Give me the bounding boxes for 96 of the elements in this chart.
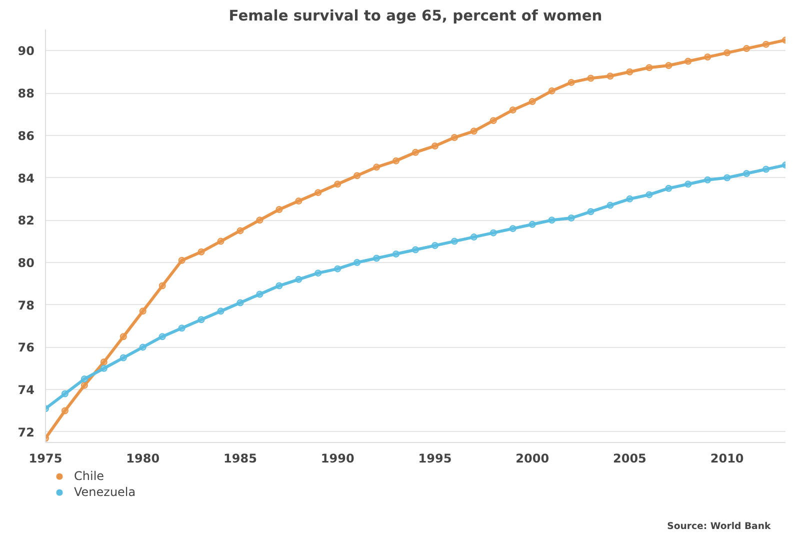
point bbox=[314, 270, 322, 277]
point bbox=[178, 256, 186, 264]
point bbox=[470, 128, 478, 135]
legend-label: Chile bbox=[74, 469, 104, 483]
point bbox=[450, 134, 458, 142]
point bbox=[528, 220, 536, 228]
point bbox=[334, 265, 342, 272]
x-tick-label: 1990 bbox=[320, 452, 354, 466]
y-tick-label: 84 bbox=[18, 171, 35, 186]
point bbox=[665, 184, 672, 192]
y-tick-label: 74 bbox=[18, 383, 35, 398]
x-tick-label: 2000 bbox=[516, 452, 550, 466]
point bbox=[61, 407, 68, 414]
point bbox=[646, 191, 653, 198]
point bbox=[198, 248, 205, 256]
point bbox=[568, 78, 575, 86]
point bbox=[490, 117, 497, 124]
x-tick-label: 1980 bbox=[126, 452, 160, 466]
x-tick-label: 2010 bbox=[710, 452, 744, 466]
point bbox=[276, 282, 283, 290]
chart-title: Female survival to age 65, percent of women bbox=[228, 8, 602, 24]
point bbox=[743, 45, 750, 52]
x-tick-label: 1995 bbox=[418, 452, 452, 466]
point bbox=[139, 344, 146, 351]
point bbox=[373, 164, 380, 171]
point bbox=[295, 276, 302, 283]
point bbox=[587, 208, 594, 216]
point bbox=[606, 202, 614, 209]
point bbox=[509, 225, 516, 232]
point bbox=[80, 375, 88, 382]
point bbox=[100, 364, 108, 372]
point bbox=[354, 258, 361, 266]
y-tick-label: 72 bbox=[18, 425, 35, 440]
point bbox=[587, 74, 594, 82]
point bbox=[354, 172, 361, 180]
point bbox=[509, 106, 516, 114]
y-tick-label: 82 bbox=[18, 214, 35, 228]
point bbox=[548, 87, 556, 94]
point bbox=[684, 180, 692, 188]
point bbox=[236, 227, 244, 234]
point bbox=[80, 382, 88, 389]
point bbox=[548, 216, 556, 224]
point bbox=[568, 214, 575, 222]
point bbox=[120, 354, 127, 362]
y-tick-label: 76 bbox=[18, 340, 35, 355]
point bbox=[295, 198, 302, 205]
point bbox=[450, 238, 458, 245]
point bbox=[665, 62, 672, 69]
point bbox=[217, 238, 224, 245]
point bbox=[762, 40, 770, 48]
point bbox=[276, 206, 283, 214]
point bbox=[61, 390, 68, 398]
point bbox=[606, 72, 614, 80]
point bbox=[158, 282, 166, 290]
point bbox=[470, 234, 478, 241]
y-tick-label: 78 bbox=[18, 298, 35, 312]
point bbox=[431, 242, 438, 250]
y-tick-label: 86 bbox=[18, 128, 35, 143]
point bbox=[392, 250, 400, 258]
x-tick-label: 1975 bbox=[28, 452, 62, 466]
source-note: Source: World Bank bbox=[667, 521, 772, 532]
point bbox=[256, 290, 264, 298]
point bbox=[724, 174, 731, 182]
point bbox=[684, 58, 692, 65]
point bbox=[120, 333, 127, 340]
point bbox=[373, 254, 380, 262]
point bbox=[412, 148, 419, 156]
point bbox=[412, 246, 419, 254]
point bbox=[490, 229, 497, 236]
y-tick-label: 80 bbox=[18, 256, 35, 270]
point bbox=[626, 195, 634, 202]
point bbox=[528, 98, 536, 106]
point bbox=[314, 189, 322, 196]
point bbox=[704, 54, 712, 61]
x-tick-label: 1985 bbox=[224, 452, 257, 466]
point bbox=[236, 299, 244, 306]
point bbox=[178, 324, 186, 332]
point bbox=[158, 333, 166, 340]
point bbox=[724, 49, 731, 56]
point bbox=[198, 316, 205, 324]
y-tick-label: 88 bbox=[18, 86, 35, 101]
point bbox=[743, 170, 750, 178]
point bbox=[646, 64, 653, 72]
point bbox=[431, 142, 438, 150]
point bbox=[217, 308, 224, 315]
point bbox=[334, 180, 342, 188]
point bbox=[100, 358, 108, 366]
point bbox=[392, 157, 400, 164]
point bbox=[626, 68, 634, 76]
point bbox=[704, 176, 712, 184]
legend-label: Venezuela bbox=[74, 485, 136, 499]
point bbox=[256, 216, 264, 224]
point bbox=[762, 166, 770, 173]
point bbox=[139, 308, 146, 315]
x-tick-label: 2005 bbox=[613, 452, 646, 466]
y-tick-label: 90 bbox=[18, 44, 35, 58]
